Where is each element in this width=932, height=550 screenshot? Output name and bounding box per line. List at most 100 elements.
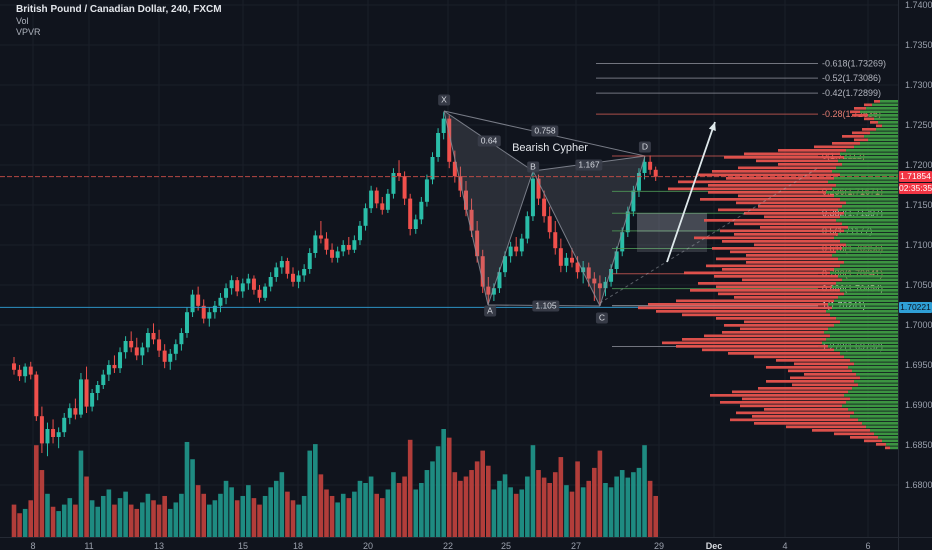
candle-body — [274, 267, 279, 277]
pattern-line[interactable] — [487, 170, 534, 306]
volume-bar — [502, 474, 508, 537]
price-axis-label[interactable]: 1.68500 — [905, 440, 932, 450]
time-axis-label[interactable]: 13 — [153, 541, 165, 550]
volume-bar — [234, 500, 240, 537]
price-axis-label[interactable]: 1.73500 — [905, 40, 932, 50]
price-axis-label[interactable]: 1.71500 — [905, 200, 932, 210]
vpvr-down-bar — [742, 397, 850, 401]
pattern-ratio-label[interactable]: 0.758 — [531, 125, 559, 137]
candle-body — [597, 283, 602, 289]
vpvr-up-bar — [832, 254, 898, 257]
price-axis-label[interactable]: 1.69000 — [905, 400, 932, 410]
volume-bar — [50, 506, 56, 537]
pattern-point-label-A[interactable]: A — [484, 305, 496, 317]
vpvr-up-bar — [840, 289, 898, 292]
pattern-ratio-label[interactable]: 1.105 — [532, 300, 560, 312]
vpvr-up-bar — [836, 219, 898, 222]
indicator-vpvr-label[interactable]: VPVR — [16, 27, 41, 37]
candle-body — [352, 240, 357, 250]
pattern-point-label-X[interactable]: X — [438, 94, 450, 106]
pattern-point-label-B[interactable]: B — [527, 161, 539, 173]
candle-body — [134, 347, 139, 356]
vpvr-down-bar — [708, 184, 836, 187]
vpvr-down-bar — [764, 408, 848, 411]
candle-body — [636, 173, 641, 191]
vpvr-down-bar — [788, 369, 852, 373]
time-axis-label[interactable]: 22 — [442, 541, 454, 550]
symbol-title[interactable]: British Pound / Canadian Dollar, 240, FX… — [16, 4, 222, 15]
indicator-vol-label[interactable]: Vol — [16, 16, 29, 26]
volume-bar — [167, 508, 173, 537]
arrow-drawing[interactable] — [666, 121, 716, 263]
vpvr-up-bar — [852, 369, 898, 373]
cypher-pattern-drawing[interactable] — [443, 110, 646, 307]
price-axis-label[interactable]: 1.71000 — [905, 240, 932, 250]
volume-bar — [413, 489, 419, 537]
time-axis-label[interactable]: 6 — [865, 541, 871, 550]
time-axis-label[interactable]: 20 — [362, 541, 374, 550]
volume-bar — [123, 491, 128, 537]
time-axis-label[interactable]: 18 — [292, 541, 304, 550]
price-axis-label[interactable]: 1.72500 — [905, 120, 932, 130]
volume-bar — [39, 470, 45, 537]
vpvr-up-bar — [864, 135, 898, 138]
candle-body — [212, 305, 217, 313]
candle-body — [318, 235, 323, 239]
pattern-name-label[interactable]: Bearish Cypher — [512, 142, 588, 154]
vpvr-up-bar — [840, 264, 898, 268]
vpvr-up-bar — [850, 397, 898, 401]
arrow-shaft[interactable] — [666, 121, 716, 263]
vpvr-down-bar — [885, 446, 890, 450]
candle-body — [653, 169, 658, 177]
fib-label-0.886: 0.886(1.70454) — [822, 284, 883, 294]
pattern-point-label-C[interactable]: C — [595, 312, 609, 324]
vpvr-up-bar — [832, 285, 898, 289]
vpvr-down-bar — [852, 114, 868, 117]
candle-body — [207, 312, 212, 319]
pattern-line[interactable] — [532, 170, 601, 307]
pattern-ratio-label[interactable]: 1.167 — [575, 159, 603, 171]
vpvr-up-bar — [826, 310, 898, 313]
price-axis-label[interactable]: 1.68000 — [905, 480, 932, 490]
vpvr-down-bar — [716, 257, 838, 261]
vpvr-down-bar — [656, 310, 826, 313]
time-axis-label[interactable]: Dec — [705, 541, 723, 550]
candle-body — [224, 288, 229, 298]
vpvr-up-bar — [866, 425, 898, 429]
price-axis-label[interactable]: 1.73000 — [905, 80, 932, 90]
vpvr-up-bar — [842, 222, 898, 226]
time-axis-label[interactable]: 8 — [30, 541, 36, 550]
price-axis-label[interactable]: 1.74000 — [905, 0, 932, 10]
vpvr-up-bar — [854, 380, 898, 383]
volume-bar — [151, 500, 156, 537]
time-axis-label[interactable]: 27 — [570, 541, 582, 550]
vpvr-up-bar — [878, 436, 898, 439]
pattern-fill[interactable] — [533, 156, 645, 306]
candle-body — [536, 178, 541, 199]
time-axis-label[interactable]: 25 — [500, 541, 512, 550]
volume-bar — [285, 491, 290, 537]
pattern-point-label-D[interactable]: D — [638, 141, 652, 153]
pattern-line[interactable] — [443, 110, 489, 306]
price-axis-label[interactable]: 1.69500 — [905, 360, 932, 370]
target-box-bottom[interactable] — [637, 232, 707, 252]
pattern-ratio-label[interactable]: 0.64 — [477, 135, 501, 147]
time-axis-label[interactable]: 15 — [237, 541, 249, 550]
time-axis-label[interactable]: 29 — [653, 541, 665, 550]
chart-legend: British Pound / Canadian Dollar, 240, FX… — [16, 4, 222, 38]
price-axis-label[interactable]: 1.70500 — [905, 280, 932, 290]
dashed-trendline-drawing[interactable] — [599, 167, 819, 304]
time-axis-label[interactable]: 11 — [84, 541, 94, 550]
time-axis-label[interactable]: 4 — [782, 541, 788, 550]
vpvr-down-bar — [744, 212, 844, 215]
vpvr-down-bar — [746, 261, 844, 264]
volume-bar — [491, 489, 497, 537]
vpvr-down-bar — [766, 380, 854, 383]
pattern-fill[interactable] — [444, 111, 533, 305]
price-axis-label[interactable]: 1.72000 — [905, 160, 932, 170]
target-box-top[interactable] — [637, 213, 707, 232]
vpvr-up-bar — [834, 348, 898, 352]
vpvr-up-bar — [842, 163, 898, 166]
price-axis-label[interactable]: 1.70000 — [905, 320, 932, 330]
